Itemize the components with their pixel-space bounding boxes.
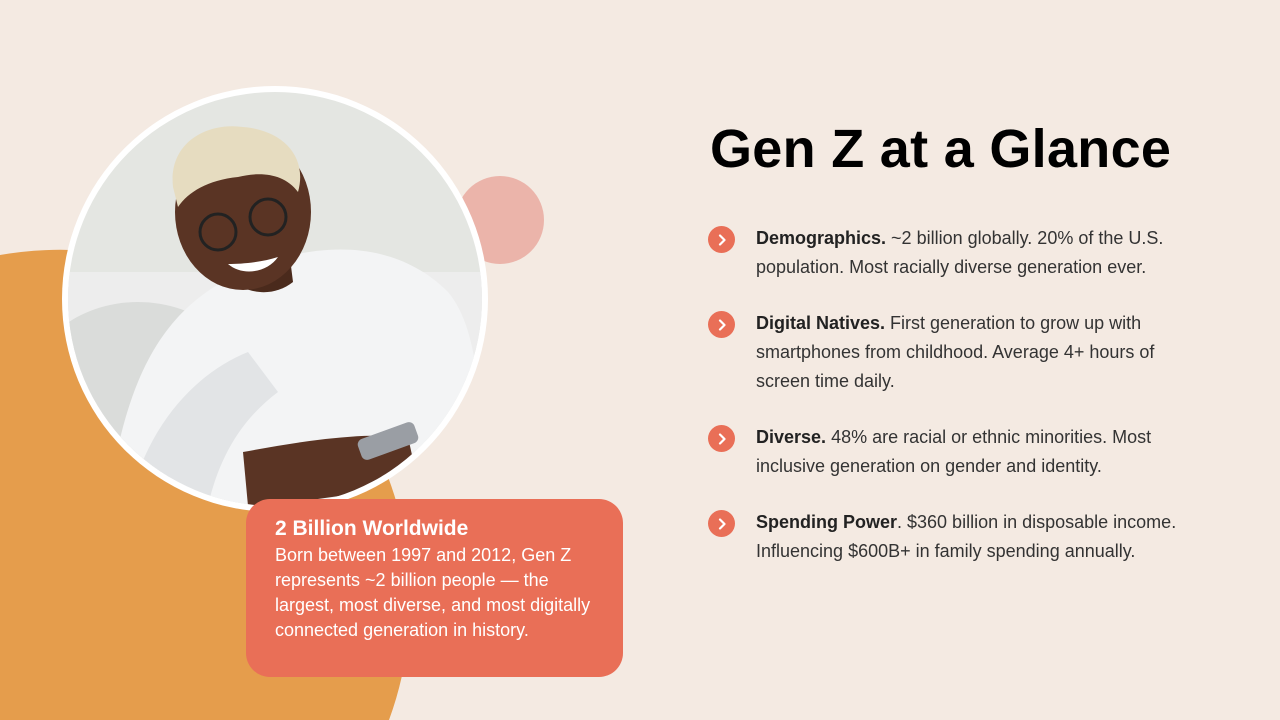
fact-list: Demographics. ~2 billion globally. 20% o…	[708, 224, 1178, 593]
list-item-demographics: Demographics. ~2 billion globally. 20% o…	[708, 224, 1178, 282]
item-description: 48% are racial or ethnic minorities. Mos…	[756, 427, 1152, 476]
list-item-diverse: Diverse. 48% are racial or ethnic minori…	[708, 423, 1178, 481]
item-label: Spending Power	[756, 512, 898, 532]
page-title: Gen Z at a Glance	[710, 119, 1172, 179]
card-heading: 2 Billion Worldwide	[275, 517, 469, 540]
item-text: Digital Natives. First generation to gro…	[756, 309, 1178, 396]
item-description: . $360 billion in disposable income. Inf…	[756, 512, 1177, 561]
item-text: Spending Power. $360 billion in disposab…	[756, 508, 1178, 566]
person-photo-image	[68, 92, 482, 506]
chevron-right-icon	[708, 425, 735, 452]
chevron-right-icon	[708, 510, 735, 537]
chevron-right-icon	[708, 226, 735, 253]
item-label: Digital Natives.	[756, 313, 886, 333]
list-item-spending-power: Spending Power. $360 billion in disposab…	[708, 508, 1178, 566]
item-label: Demographics.	[756, 228, 887, 248]
item-text: Demographics. ~2 billion globally. 20% o…	[756, 224, 1178, 282]
profile-photo	[62, 86, 488, 512]
item-text: Diverse. 48% are racial or ethnic minori…	[756, 423, 1178, 481]
item-description: First generation to grow up with smartph…	[756, 313, 1155, 391]
card-body: Born between 1997 and 2012, Gen Z repres…	[275, 545, 591, 640]
list-item-digital-natives: Digital Natives. First generation to gro…	[708, 309, 1178, 396]
info-card: 2 Billion Worldwide Born between 1997 an…	[246, 499, 623, 677]
item-description: ~2 billion globally. 20% of the U.S. pop…	[756, 228, 1164, 277]
item-label: Diverse.	[756, 427, 827, 447]
chevron-right-icon	[708, 311, 735, 338]
